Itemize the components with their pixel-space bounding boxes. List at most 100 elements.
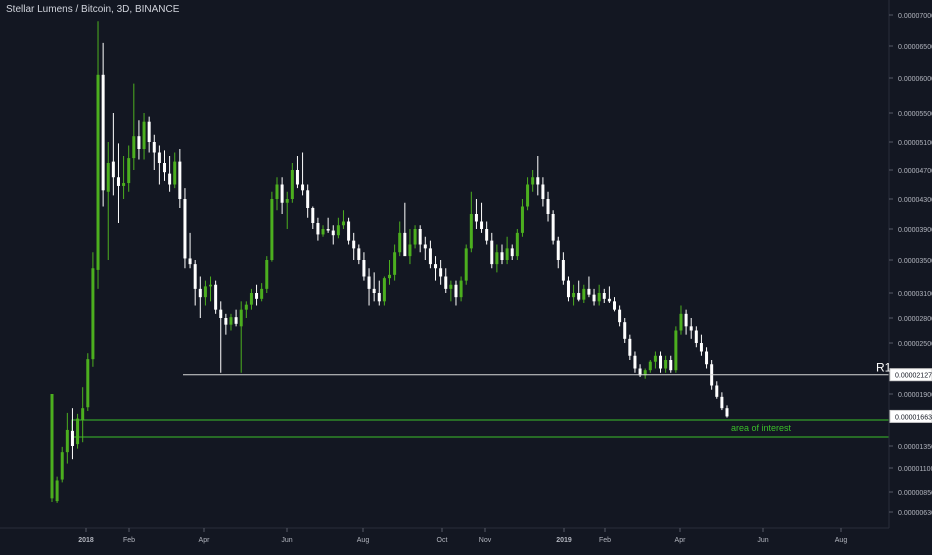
candle-body	[244, 304, 248, 310]
candle-body	[572, 293, 576, 298]
candle-body	[295, 170, 299, 185]
time-tick-label: Oct	[437, 537, 448, 544]
candle-body	[142, 121, 146, 149]
candle-body	[423, 244, 427, 249]
candle-body	[459, 280, 463, 298]
price-tick-label: 0.00000630	[898, 510, 932, 517]
candle-body	[219, 309, 223, 318]
candle-body	[500, 252, 504, 260]
candle-body	[86, 359, 90, 408]
r1-price-tag	[889, 368, 932, 382]
candle-body	[209, 284, 213, 287]
price-tick-label: 0.00005500	[898, 111, 932, 118]
candle-body	[705, 351, 709, 365]
candle-body	[168, 173, 172, 185]
candle-body	[413, 229, 417, 245]
time-tick-label: Aug	[835, 537, 848, 544]
candle-body	[587, 288, 591, 295]
candle-body	[602, 293, 606, 299]
candle-body	[157, 152, 161, 163]
candle-body	[536, 177, 540, 185]
candle-body	[449, 284, 453, 289]
candle-body	[556, 240, 560, 260]
candle-body	[597, 293, 601, 302]
candle-body	[633, 355, 637, 369]
candle-body	[541, 184, 545, 199]
candle-body	[582, 288, 586, 300]
candle-body	[137, 136, 141, 149]
time-tick-label: 2019	[556, 537, 572, 544]
candle-body	[101, 74, 105, 191]
candle-body	[290, 170, 294, 199]
candle-body	[178, 161, 182, 199]
candle-body	[403, 232, 407, 257]
time-tick-label: Apr	[199, 537, 211, 544]
r1-price-tag-label: 0.00002127	[895, 373, 932, 380]
candle-body	[81, 408, 85, 420]
price-tick-label: 0.00006500	[898, 44, 932, 51]
candle-body	[265, 260, 269, 289]
candle-body	[203, 286, 207, 298]
candle-body	[198, 288, 202, 298]
candle-body	[260, 288, 264, 299]
candle-body	[648, 361, 652, 371]
candle-body	[214, 284, 218, 310]
candle-body	[316, 223, 320, 235]
candle-body	[111, 161, 115, 178]
price-tick-label: 0.00003500	[898, 258, 932, 265]
candle-body	[91, 268, 95, 360]
candle-body	[469, 214, 473, 249]
candle-body	[70, 430, 74, 446]
candle-body	[377, 293, 381, 302]
last-price-tag	[889, 409, 932, 423]
candle-body	[372, 288, 376, 293]
candle-body	[613, 301, 616, 310]
candle-body	[285, 199, 289, 203]
candle-body	[163, 163, 166, 173]
time-tick-label: Aug	[357, 537, 370, 544]
candle-body	[434, 264, 438, 269]
candle-body	[280, 184, 284, 203]
candle-body	[659, 355, 663, 369]
time-tick-label: Feb	[123, 537, 135, 544]
candle-body	[326, 229, 330, 231]
candle-body	[311, 208, 315, 223]
candle-body	[408, 244, 412, 257]
time-tick-label: 2018	[78, 537, 94, 544]
candle-body	[679, 313, 683, 331]
candle-body	[607, 298, 611, 302]
candle-body	[122, 183, 126, 186]
candle-body	[699, 343, 703, 352]
price-tick-label: 0.00007000	[898, 13, 932, 20]
candle-body	[127, 158, 131, 184]
candle-body	[76, 418, 80, 445]
candle-body	[398, 232, 402, 253]
candle-body	[50, 394, 54, 499]
candle-body	[689, 326, 693, 331]
candle-body	[224, 318, 228, 325]
candle-body	[725, 408, 729, 417]
candle-body	[331, 230, 335, 236]
candle-body	[628, 338, 632, 356]
candle-body	[674, 330, 678, 371]
candle-body	[454, 284, 458, 298]
candle-body	[347, 221, 351, 241]
candle-body	[147, 121, 151, 142]
candle-body	[566, 280, 570, 298]
candle-body	[106, 163, 110, 192]
price-tick-label: 0.00003100	[898, 291, 932, 298]
candle-body	[653, 355, 657, 362]
candle-body	[464, 248, 468, 281]
price-tick-label: 0.00001350	[898, 444, 932, 451]
candle-body	[439, 268, 443, 277]
candle-body	[306, 190, 310, 208]
time-tick-label: Nov	[479, 537, 492, 544]
candle-body	[65, 429, 69, 453]
candle-body	[55, 480, 59, 502]
chart-title: Stellar Lumens / Bitcoin, 3D, BINANCE	[6, 4, 180, 15]
candle-body	[495, 252, 499, 265]
candle-body	[664, 360, 668, 369]
candle-body	[270, 199, 274, 260]
candle-body	[618, 309, 622, 323]
